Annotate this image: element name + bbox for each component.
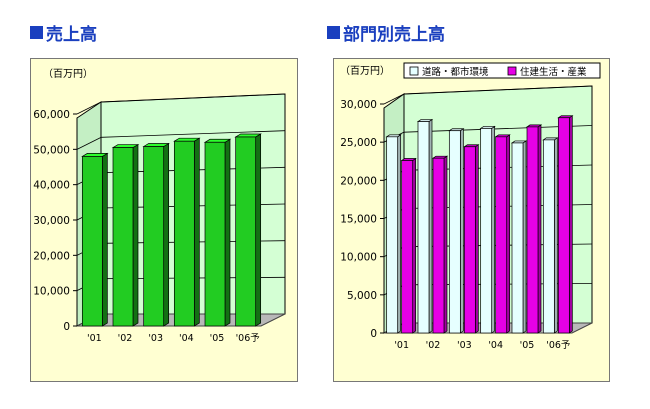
bar-side bbox=[101, 152, 108, 327]
x-tick-label: '01 bbox=[87, 333, 102, 344]
legend-label: 道路・都市環境 bbox=[422, 66, 489, 78]
legend-swatch bbox=[409, 66, 419, 76]
segment-sales-heading-text: 部門別売上高 bbox=[343, 24, 445, 45]
x-tick-label: '05 bbox=[520, 340, 535, 351]
gridline bbox=[403, 85, 593, 95]
bar bbox=[401, 160, 414, 334]
legend-label: 住建生活・産業 bbox=[520, 66, 587, 78]
segment-sales-heading: 部門別売上高 bbox=[327, 20, 445, 45]
bar-side bbox=[255, 133, 262, 327]
bar-side bbox=[474, 144, 479, 334]
x-tick-label: '02 bbox=[118, 333, 133, 344]
y-tick-label: 15,000 bbox=[340, 214, 377, 226]
bar-top bbox=[203, 138, 232, 143]
bar-top bbox=[142, 143, 170, 147]
x-tick-label: '04 bbox=[179, 333, 194, 344]
bar bbox=[432, 157, 445, 334]
gridline bbox=[100, 130, 286, 138]
sales-heading: 売上高 bbox=[30, 20, 97, 45]
bar bbox=[495, 136, 508, 334]
bar-side bbox=[224, 138, 231, 327]
gridline-side bbox=[76, 136, 102, 150]
bar bbox=[480, 128, 493, 334]
bar-side bbox=[553, 137, 558, 334]
x-tick-label: '06予 bbox=[546, 340, 571, 351]
bar-side bbox=[397, 134, 402, 334]
unit-label: （百万円） bbox=[340, 65, 390, 77]
bar-side bbox=[506, 134, 511, 334]
bar bbox=[143, 146, 165, 327]
segment-sales-chart-panel: 0 5,000 10,000 15,000 20,000 25,000 30,000 '01 '… bbox=[333, 58, 610, 382]
bar bbox=[235, 136, 257, 327]
x-tick-label: '01 bbox=[394, 340, 409, 351]
legend-swatch bbox=[507, 66, 517, 76]
bar bbox=[526, 126, 539, 334]
bar-side bbox=[163, 142, 170, 327]
y-tick-label: 25,000 bbox=[340, 137, 377, 149]
heading-square-icon bbox=[327, 25, 340, 39]
y-tick-label: 10,000 bbox=[340, 252, 377, 264]
y-tick-label: 60,000 bbox=[33, 109, 70, 121]
y-tick-label: 40,000 bbox=[33, 180, 70, 192]
y-tick-label: 30,000 bbox=[33, 215, 70, 227]
x-tick-label: '02 bbox=[426, 340, 441, 351]
bar bbox=[511, 142, 524, 334]
y-tick-label: 20,000 bbox=[340, 175, 377, 187]
bar bbox=[463, 146, 476, 334]
legend-box bbox=[403, 62, 601, 79]
bar bbox=[112, 147, 134, 327]
y-tick-label: 50,000 bbox=[33, 144, 70, 156]
y-tick-label: 0 bbox=[370, 328, 377, 340]
y-tick-label: 0 bbox=[63, 321, 70, 333]
bar-top bbox=[81, 153, 109, 157]
bar bbox=[448, 130, 461, 334]
segment-sales-chart: 0 5,000 10,000 15,000 20,000 25,000 30,000 '01 '… bbox=[340, 62, 601, 351]
bar-side bbox=[428, 118, 433, 334]
bar-side bbox=[193, 137, 200, 327]
x-tick-label: '03 bbox=[457, 340, 472, 351]
bar-side bbox=[132, 143, 139, 327]
bar bbox=[81, 156, 103, 327]
bar-side bbox=[459, 128, 464, 334]
sales-chart: 0 10,000 20,000 30,000 40,000 50,000 60,000 '01… bbox=[33, 68, 286, 344]
bar bbox=[542, 139, 555, 334]
gridline bbox=[100, 93, 286, 103]
bar bbox=[557, 117, 570, 334]
y-tick-label: 5,000 bbox=[347, 290, 377, 302]
unit-label: （百万円） bbox=[43, 68, 93, 80]
bar-top bbox=[234, 133, 262, 138]
bar-side bbox=[537, 124, 542, 334]
bar-side bbox=[412, 157, 417, 334]
bar bbox=[417, 121, 430, 334]
gridline-side bbox=[76, 101, 102, 115]
heading-square-icon bbox=[30, 25, 43, 39]
bar-top bbox=[111, 144, 140, 148]
bar-side bbox=[443, 155, 448, 334]
bar bbox=[204, 141, 226, 327]
x-tick-label: '04 bbox=[488, 340, 503, 351]
bar-top bbox=[173, 137, 201, 142]
x-tick-label: '06予 bbox=[236, 333, 261, 344]
y-tick-label: 20,000 bbox=[33, 250, 70, 262]
bar-side bbox=[522, 140, 527, 334]
y-tick-label: 30,000 bbox=[340, 99, 377, 111]
bar bbox=[386, 136, 399, 334]
sales-heading-text: 売上高 bbox=[46, 24, 97, 45]
x-tick-label: '05 bbox=[210, 333, 225, 344]
sales-chart-panel: 0 10,000 20,000 30,000 40,000 50,000 60,000 '01… bbox=[30, 58, 298, 382]
bar-side bbox=[568, 115, 573, 334]
y-tick-label: 10,000 bbox=[33, 286, 70, 298]
bar-side bbox=[491, 125, 496, 334]
bar bbox=[173, 140, 195, 327]
gridline-side bbox=[383, 93, 405, 105]
x-tick-label: '03 bbox=[148, 333, 163, 344]
